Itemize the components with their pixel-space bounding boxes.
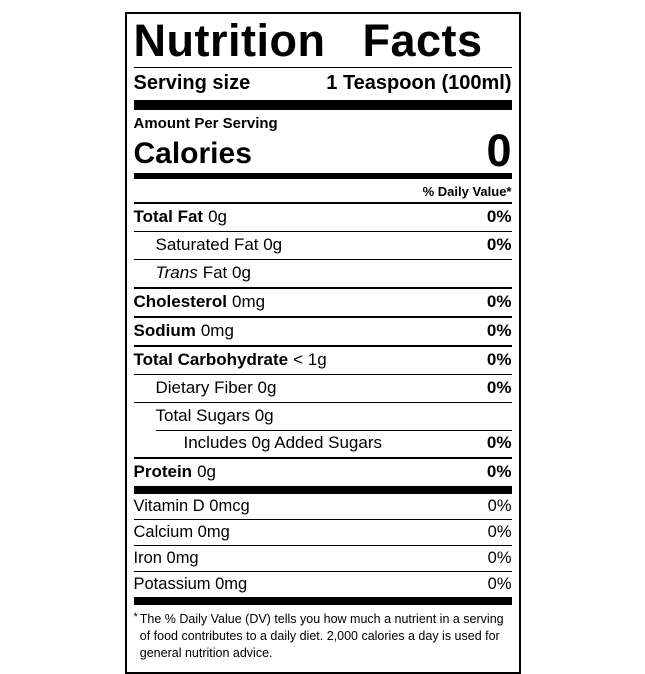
nutrient-row-calcium: Calcium 0mg 0%: [133, 519, 512, 545]
nutrient-dv: 0%: [487, 497, 512, 516]
medium-divider-calories: [133, 173, 512, 180]
label-title: Nutrition Facts: [133, 15, 483, 66]
calories-value: 0: [486, 124, 512, 176]
nutrient-name-italic: Trans: [155, 263, 198, 283]
nutrient-dv: 0%: [486, 292, 512, 312]
nutrient-amount: Fat 0g: [202, 263, 251, 283]
thick-divider-protein: [133, 486, 512, 495]
amount-per-serving-label: Amount Per Serving: [133, 114, 278, 132]
serving-size-value: 1 Teaspoon (100ml): [326, 71, 512, 94]
nutrient-name: Cholesterol: [133, 292, 228, 312]
nutrient-name: Vitamin D 0mcg: [133, 497, 250, 516]
nutrient-name: Calcium 0mg: [133, 523, 230, 542]
nutrient-dv: 0%: [486, 433, 512, 453]
nutrient-name: Potassium 0mg: [133, 575, 248, 594]
nutrient-row-added-sugars: Includes 0g Added Sugars 0%: [134, 430, 512, 457]
calories-label: Calories: [133, 137, 252, 171]
footnote-asterisk: *: [133, 611, 138, 624]
nutrient-dv: 0%: [487, 523, 512, 542]
nutrient-dv: 0%: [486, 235, 512, 255]
footnote-text: The % Daily Value (DV) tells you how muc…: [139, 612, 504, 660]
nutrient-row-trans-fat: Trans Fat 0g: [133, 259, 512, 287]
nutrient-row-vitamin-d: Vitamin D 0mcg 0%: [134, 494, 512, 519]
daily-value-header: % Daily Value*: [422, 184, 512, 200]
title-divider: [133, 66, 512, 68]
nutrient-dv: 0%: [486, 207, 512, 227]
micronutrients-section: Vitamin D 0mcg 0% Calcium 0mg 0% Iron 0m…: [133, 494, 512, 597]
nutrient-row-total-fat: Total Fat 0g 0%: [133, 202, 512, 231]
nutrient-name: Saturated Fat 0g: [155, 235, 283, 255]
page-background: Nutrition Facts Serving size 1 Teaspoon …: [124, 12, 521, 674]
nutrient-row-cholesterol: Cholesterol 0mg 0%: [133, 287, 512, 316]
nutrient-row-protein: Protein 0g 0%: [133, 457, 512, 486]
nutrient-name: Includes 0g Added Sugars: [183, 433, 382, 453]
nutrient-row-total-carbohydrate: Total Carbohydrate < 1g 0%: [133, 345, 512, 374]
nutrition-facts-label: Nutrition Facts Serving size 1 Teaspoon …: [124, 12, 521, 674]
nutrient-name: Protein: [133, 462, 193, 482]
nutrient-name: Sodium: [133, 321, 196, 341]
nutrient-amount: 0g: [197, 462, 216, 482]
footnote: * The % Daily Value (DV) tells you how m…: [134, 605, 512, 672]
nutrient-dv: 0%: [487, 575, 512, 594]
nutrient-dv: 0%: [486, 462, 512, 482]
nutrient-name: Total Fat: [133, 207, 204, 227]
nutrient-amount: < 1g: [293, 350, 327, 370]
nutrient-row-sodium: Sodium 0mg 0%: [133, 316, 512, 345]
nutrient-dv: 0%: [486, 321, 512, 341]
nutrient-dv: 0%: [486, 378, 512, 398]
nutrient-row-potassium: Potassium 0mg 0%: [133, 571, 512, 597]
thick-divider-bottom: [133, 597, 512, 606]
calories-row: Calories 0: [133, 124, 512, 176]
nutrient-amount: 0g: [208, 207, 227, 227]
nutrient-amount: 0mg: [232, 292, 266, 312]
nutrient-row-dietary-fiber: Dietary Fiber 0g 0%: [133, 374, 512, 402]
nutrient-row-saturated-fat: Saturated Fat 0g 0%: [133, 231, 512, 259]
serving-size-row: Serving size 1 Teaspoon (100ml): [134, 68, 512, 100]
nutrient-name: Iron 0mg: [133, 549, 199, 568]
nutrient-row-iron: Iron 0mg 0%: [133, 545, 512, 571]
nutrient-name: Total Carbohydrate: [133, 350, 289, 370]
nutrient-amount: 0mg: [200, 321, 234, 341]
nutrient-name: Dietary Fiber 0g: [155, 378, 277, 398]
nutrient-name: Total Sugars 0g: [155, 406, 274, 426]
nutrient-row-total-sugars: Total Sugars 0g: [133, 402, 512, 430]
nutrient-dv: 0%: [487, 549, 512, 568]
nutrient-dv: 0%: [486, 350, 512, 370]
thick-divider-top: [133, 99, 512, 110]
serving-size-label: Serving size: [133, 71, 251, 94]
